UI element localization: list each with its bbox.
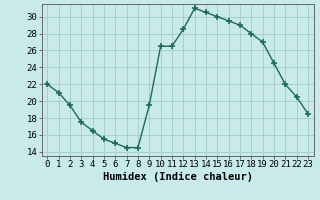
X-axis label: Humidex (Indice chaleur): Humidex (Indice chaleur) — [103, 172, 252, 182]
